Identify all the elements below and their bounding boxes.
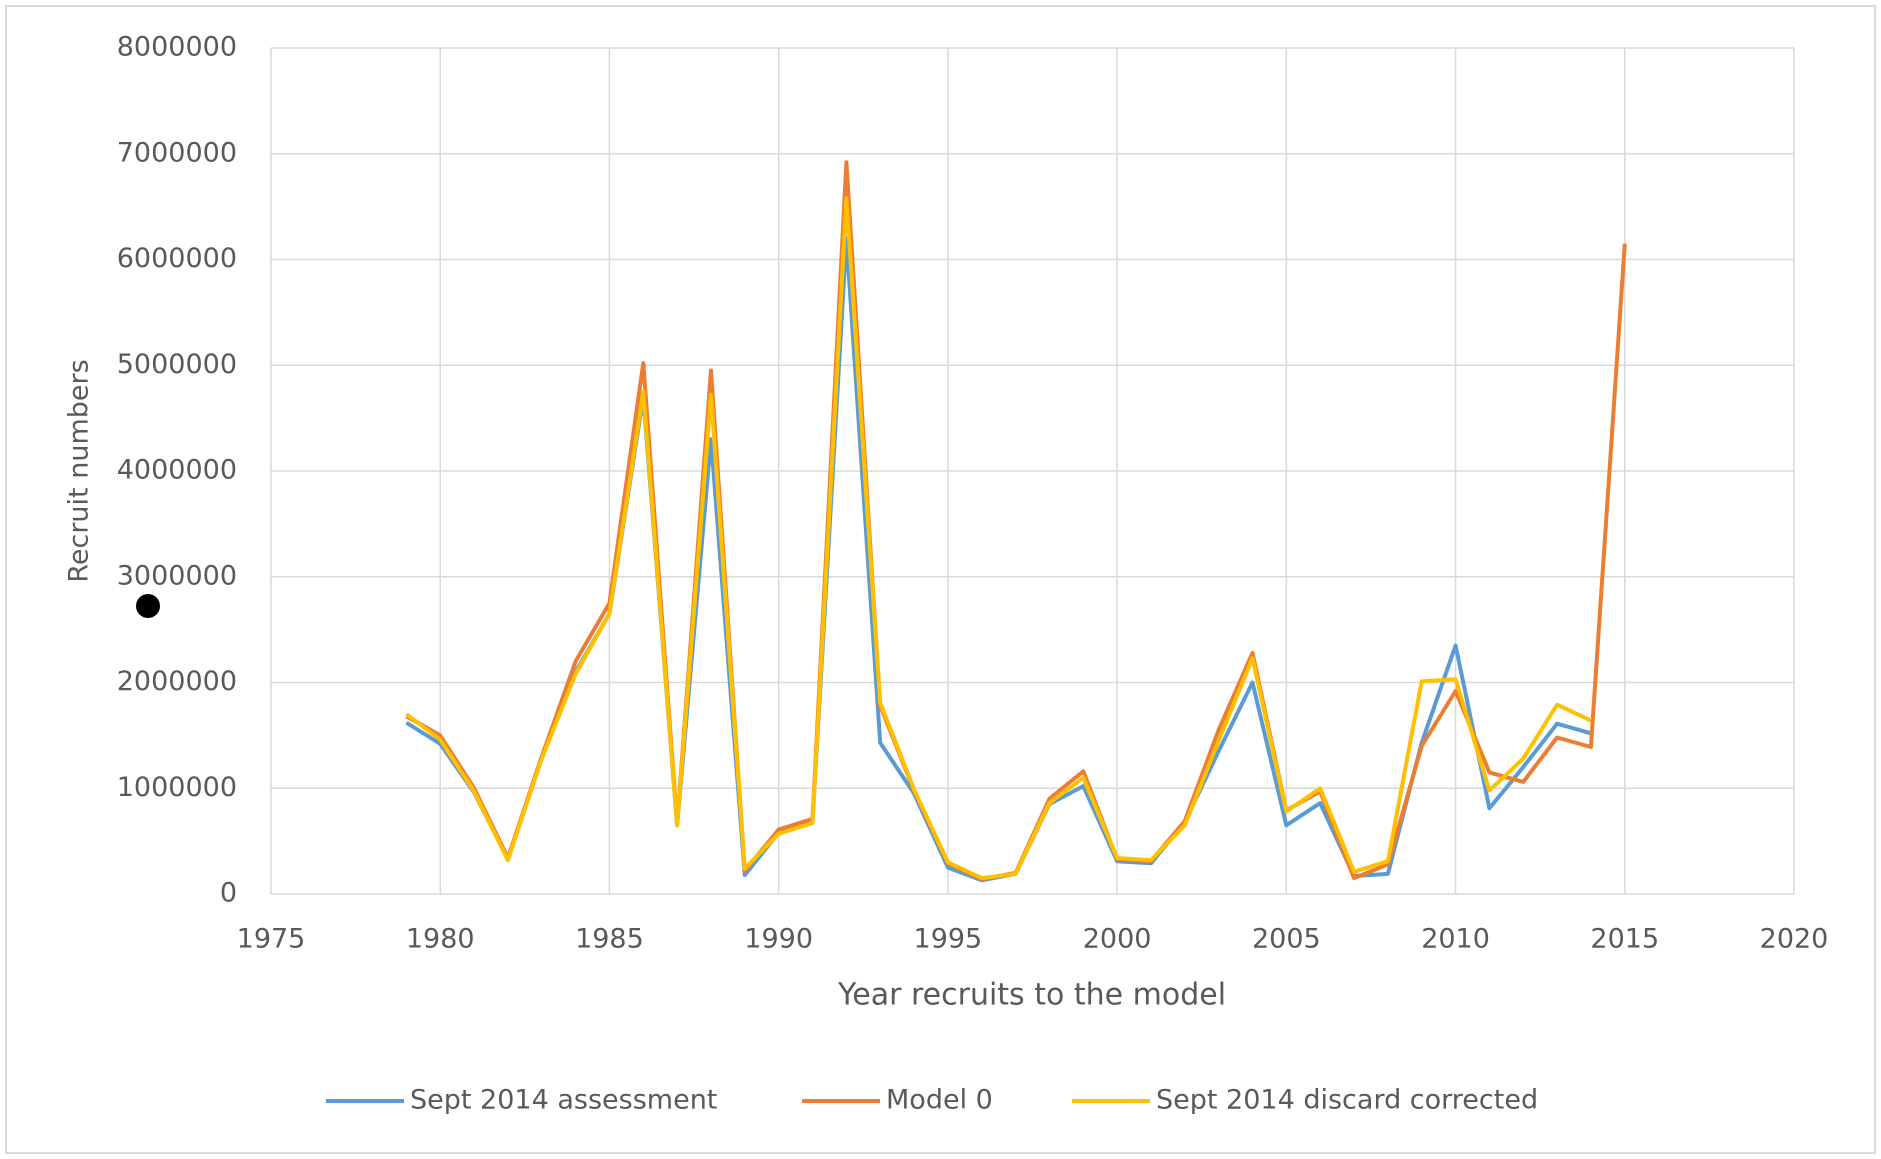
legend-label: Sept 2014 discard corrected [1156, 1085, 1538, 1116]
y-tick-label: 2000000 [117, 666, 237, 697]
chart-border [5, 5, 1876, 1154]
y-tick-label: 8000000 [117, 32, 237, 63]
y-tick-label: 3000000 [117, 560, 237, 591]
x-tick-label: 1990 [744, 924, 813, 955]
x-tick-label: 2010 [1421, 924, 1490, 955]
x-tick-label: 1995 [914, 924, 983, 955]
x-tick-label: 2005 [1252, 924, 1321, 955]
y-axis-title: Recruit numbers [64, 359, 95, 582]
y-tick-label: 1000000 [117, 772, 237, 803]
x-tick-label: 1975 [237, 924, 306, 955]
x-tick-label: 2000 [1083, 924, 1152, 955]
x-tick-label: 2015 [1590, 924, 1659, 955]
y-tick-label: 7000000 [117, 137, 237, 168]
series-line [405, 196, 1592, 881]
y-tick-label: 0 [220, 878, 237, 909]
x-axis-title: Year recruits to the model [837, 978, 1226, 1013]
y-tick-label: 4000000 [117, 455, 237, 486]
x-tick-label: 1985 [575, 924, 644, 955]
legend-label: Model 0 [886, 1085, 993, 1116]
x-tick-label: 2020 [1760, 924, 1829, 955]
y-tick-label: 6000000 [117, 243, 237, 274]
marker-dot [136, 594, 160, 618]
x-tick-label: 1980 [406, 924, 475, 955]
y-tick-label: 5000000 [117, 349, 237, 380]
legend-label: Sept 2014 assessment [410, 1085, 717, 1116]
